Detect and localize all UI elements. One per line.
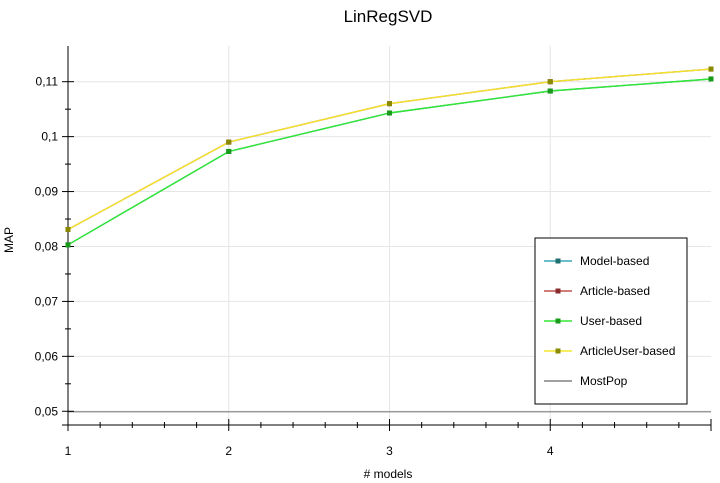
legend-marker-article-based: [555, 288, 561, 294]
data-point-articleuser-based: [547, 79, 553, 85]
legend: Model-based Article-based User-based Articl…: [534, 237, 688, 405]
data-point-user-based: [708, 76, 714, 82]
axes: 1 2 3 4 0,05 0,06 0,07 0,08 0,09 0,1 0,11: [35, 46, 712, 458]
y-tick-label: 0,11: [36, 75, 59, 89]
y-tick-label: 0,07: [35, 294, 59, 308]
data-point-user-based: [65, 242, 71, 248]
x-tick-label: 4: [547, 444, 554, 458]
data-point-articleuser-based: [65, 226, 71, 232]
series-layer: [65, 66, 714, 248]
y-tick-label: 0,08: [35, 239, 59, 253]
legend-label-article-based: Article-based: [580, 284, 650, 298]
legend-label-articleuser-based: ArticleUser-based: [580, 344, 675, 358]
y-tick-label: 0,06: [35, 349, 59, 363]
y-axis-label: MAP: [2, 227, 16, 253]
legend-marker-model-based: [555, 258, 561, 264]
legend-label-user-based: User-based: [580, 314, 642, 328]
x-axis-label: # models: [364, 467, 413, 481]
legend-marker-user-based: [555, 318, 561, 324]
x-tick-label: 1: [65, 444, 72, 458]
data-point-user-based: [226, 148, 232, 154]
y-tick-label: 0,05: [35, 404, 59, 418]
x-tick-label: 3: [386, 444, 393, 458]
data-point-user-based: [387, 110, 392, 116]
y-tick-label: 0,1: [41, 130, 58, 144]
y-tick-label: 0,09: [35, 185, 59, 199]
data-point-articleuser-based: [226, 139, 232, 145]
legend-marker-articleuser-based: [555, 348, 561, 354]
data-point-user-based: [547, 88, 553, 94]
x-tick-label: 2: [225, 444, 232, 458]
data-point-articleuser-based: [708, 66, 714, 72]
legend-label-model-based: Model-based: [580, 254, 649, 268]
chart-title: LinRegSVD: [344, 7, 433, 26]
data-point-articleuser-based: [387, 101, 392, 107]
legend-label-mostpop: MostPop: [580, 374, 628, 388]
